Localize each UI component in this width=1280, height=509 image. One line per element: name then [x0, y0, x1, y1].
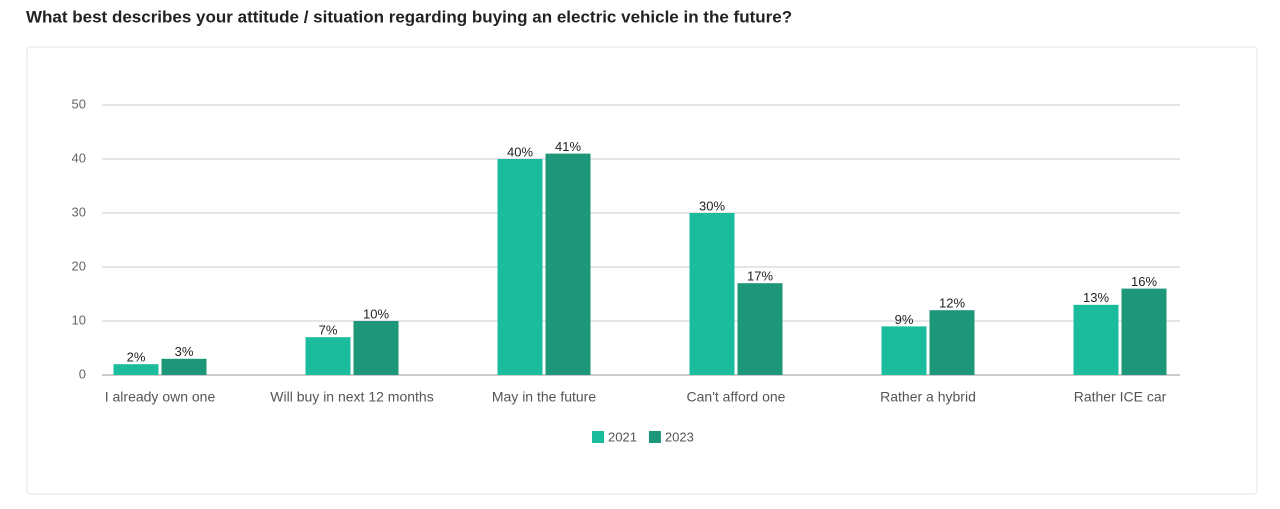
value-label: 30% — [699, 198, 725, 213]
y-tick-label: 50 — [72, 96, 86, 111]
value-label: 40% — [507, 144, 533, 159]
bar — [881, 326, 927, 375]
y-tick-label: 0 — [79, 366, 86, 381]
bar — [161, 358, 207, 375]
x-tick-label: May in the future — [492, 389, 596, 405]
bar — [497, 159, 543, 375]
bar — [1121, 288, 1167, 375]
x-tick-label: Will buy in next 12 months — [270, 389, 433, 405]
value-label: 3% — [175, 344, 194, 359]
value-label: 9% — [895, 312, 914, 327]
y-tick-label: 10 — [72, 312, 86, 327]
value-label: 7% — [319, 323, 338, 338]
bar — [305, 337, 351, 375]
y-tick-label: 20 — [72, 258, 86, 273]
bar — [545, 153, 591, 375]
bar — [737, 283, 783, 375]
bar — [1073, 304, 1119, 375]
value-label: 16% — [1131, 274, 1157, 289]
value-label: 13% — [1083, 290, 1109, 305]
legend-label: 2021 — [608, 429, 637, 444]
chart-card — [26, 46, 1258, 495]
x-tick-label: Rather ICE car — [1074, 389, 1167, 405]
legend-label: 2023 — [665, 429, 694, 444]
y-tick-label: 40 — [72, 150, 86, 165]
bar — [689, 213, 735, 375]
bar — [929, 310, 975, 375]
bar — [113, 364, 159, 375]
y-tick-label: 30 — [72, 204, 86, 219]
x-tick-label: Rather a hybrid — [880, 389, 976, 405]
legend-swatch — [592, 431, 604, 443]
value-label: 41% — [555, 139, 581, 154]
legend-swatch — [648, 431, 661, 443]
bar — [353, 321, 399, 375]
value-label: 10% — [363, 306, 389, 321]
value-label: 12% — [939, 296, 965, 311]
value-label: 2% — [127, 350, 146, 365]
x-tick-label: Can't afford one — [687, 389, 786, 405]
x-tick-label: I already own one — [105, 389, 216, 405]
chart-title: What best describes your attitude / situ… — [26, 7, 792, 26]
value-label: 17% — [747, 269, 773, 284]
